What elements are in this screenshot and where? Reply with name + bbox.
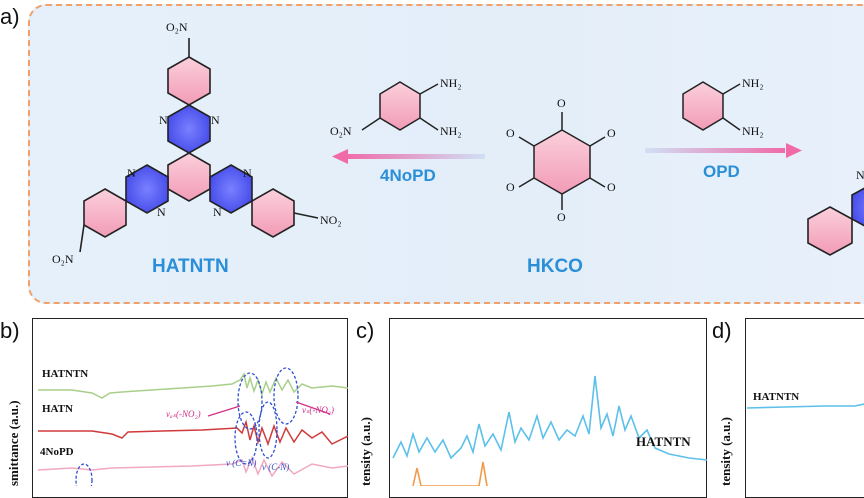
plot-b-svg xyxy=(37,367,348,486)
opd-nh2-bottom: NH₂ xyxy=(742,124,764,138)
vas-arrow xyxy=(207,405,241,417)
hatntn-no2-right: NO₂ xyxy=(320,213,342,227)
panel-a-label: a) xyxy=(0,4,20,29)
plot-b-frame xyxy=(32,318,348,498)
plot-c-ylabel: tensity (a.u.) xyxy=(358,417,373,486)
partial-product-n: N xyxy=(856,168,864,182)
ftir-hatntn-line xyxy=(38,372,348,399)
hkco-o1: O xyxy=(557,96,566,110)
anno-vcn1: ν (C=N) xyxy=(226,458,257,468)
hkco-o2: O xyxy=(607,126,616,140)
hkco-molecule xyxy=(518,112,606,210)
ftir-4nopd-line xyxy=(37,455,348,478)
vcn2-ellipse xyxy=(258,401,278,459)
hatntn-n5: N xyxy=(243,166,252,180)
anno-vs-no2: νₛ(-NO₂) xyxy=(302,405,334,415)
4nopd-nh2-top: NH₂ xyxy=(440,76,462,90)
panel-d-label: d) xyxy=(712,318,732,343)
4nopd-molecule xyxy=(361,81,439,131)
plot-c-frame xyxy=(389,318,707,498)
anno-vas-no2: νₐₛ(-NO₂) xyxy=(166,409,201,419)
plot-d-hatntn-line xyxy=(746,403,864,409)
hatntn-molecule xyxy=(79,38,319,253)
opd-nh2-top: NH₂ xyxy=(742,76,764,90)
reaction-scheme xyxy=(79,38,864,256)
hatntn-no2-top: O₂N xyxy=(166,20,188,34)
hkco-o6: O xyxy=(506,126,515,140)
opd-label: OPD xyxy=(703,162,740,181)
hatntn-n1: N xyxy=(159,113,168,127)
xrd-reference-line xyxy=(412,461,488,486)
plot-d-series-hatntn: HATNTN xyxy=(753,391,800,403)
arrow-right xyxy=(645,143,802,158)
4nopd-nh2-bottom: NH₂ xyxy=(440,124,462,138)
panel-b-label: b) xyxy=(0,318,20,343)
plot-b-series-hatn: HATN xyxy=(42,403,73,415)
hatntn-label: HATNTN xyxy=(152,256,229,277)
hatntn-no2-left: O₂N xyxy=(52,252,74,266)
hkco-o4: O xyxy=(557,210,566,224)
vas-no2-ellipse xyxy=(237,372,263,430)
panel-c-label: c) xyxy=(356,318,375,343)
hkco-o5: O xyxy=(506,180,515,194)
4nopd-label: 4NoPD xyxy=(380,166,436,185)
opd-molecule xyxy=(682,81,741,131)
vs-no2-ellipse xyxy=(273,367,299,425)
4nopd-peak-ellipse xyxy=(75,463,93,486)
plot-b-series-4nopd: 4NoPD xyxy=(40,446,74,458)
vs-arrow xyxy=(295,401,331,415)
hatntn-n6: N xyxy=(213,205,222,219)
vcn1-ellipse xyxy=(234,411,258,465)
arrow-left xyxy=(332,149,485,164)
xrd-hatntn-line xyxy=(392,375,707,461)
4nopd-no2: O₂N xyxy=(330,124,352,138)
hatntn-n4: N xyxy=(157,205,166,219)
partial-product-molecule xyxy=(807,187,864,256)
hatntn-n3: N xyxy=(127,166,136,180)
plot-b-series-hatntn: HATNTN xyxy=(42,368,89,380)
ftir-hatn-line xyxy=(38,419,348,447)
plot-b-ylabel: smittance (a.u.) xyxy=(6,400,21,486)
hkco-o3: O xyxy=(607,180,616,194)
hkco-label: HKCO xyxy=(527,256,583,277)
plot-d-svg xyxy=(746,403,864,409)
hatntn-n2: N xyxy=(211,113,220,127)
plot-c-svg xyxy=(392,375,707,486)
plot-c-series-hatntn: HATNTN xyxy=(636,434,691,449)
anno-vcn2: ν (C-N) xyxy=(262,462,290,472)
plot-d-ylabel: tensity (a.u.) xyxy=(718,417,733,486)
